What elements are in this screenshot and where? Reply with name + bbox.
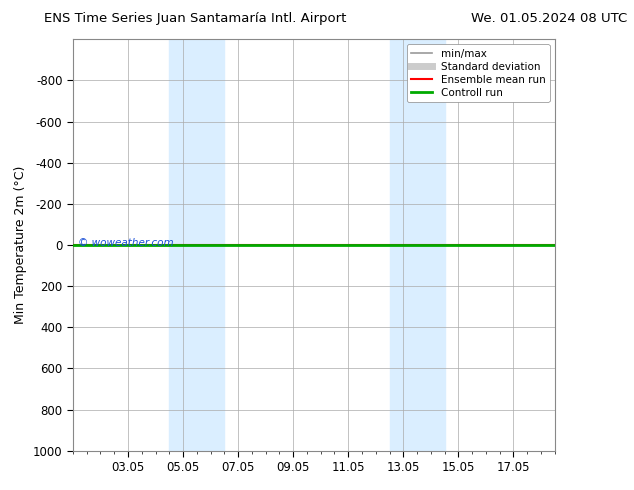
- Text: We. 01.05.2024 08 UTC: We. 01.05.2024 08 UTC: [472, 12, 628, 25]
- Text: ENS Time Series Juan Santamaría Intl. Airport: ENS Time Series Juan Santamaría Intl. Ai…: [44, 12, 347, 25]
- Text: © woweather.com: © woweather.com: [78, 238, 173, 248]
- Bar: [169, 39, 224, 451]
- Legend: min/max, Standard deviation, Ensemble mean run, Controll run: min/max, Standard deviation, Ensemble me…: [407, 45, 550, 102]
- Bar: [389, 39, 444, 451]
- Y-axis label: Min Temperature 2m (°C): Min Temperature 2m (°C): [15, 166, 27, 324]
